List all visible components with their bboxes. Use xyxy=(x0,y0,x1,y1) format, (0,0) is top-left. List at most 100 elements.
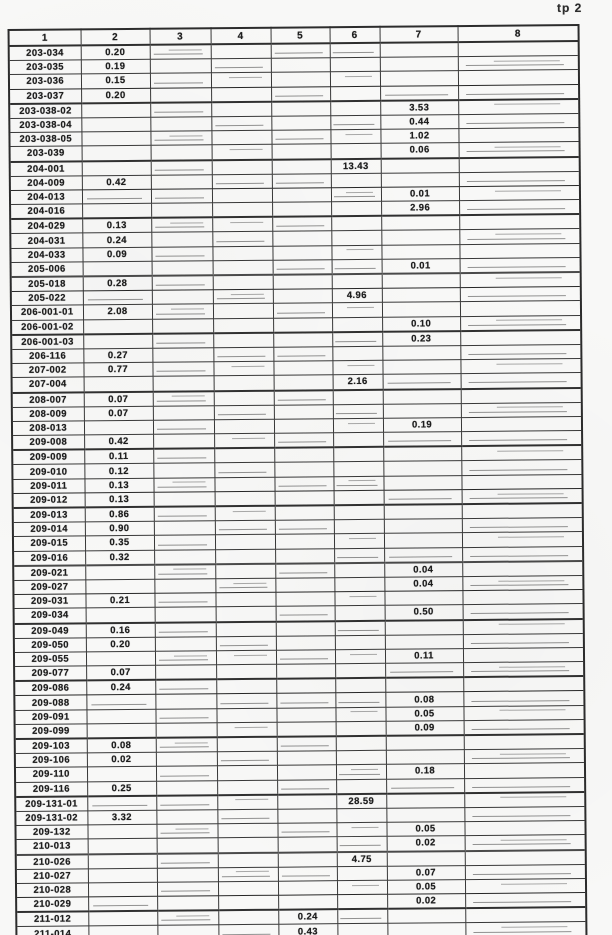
cell xyxy=(334,577,385,592)
cell xyxy=(82,290,152,306)
cell xyxy=(156,867,218,883)
cell: 0.11 xyxy=(384,648,464,664)
cell xyxy=(277,851,337,867)
cell xyxy=(212,216,273,233)
cell xyxy=(217,779,278,795)
cell xyxy=(86,694,156,710)
cell xyxy=(152,376,214,392)
cell: 2.16 xyxy=(332,374,383,390)
cell: 0.06 xyxy=(380,142,459,159)
cell xyxy=(329,57,380,73)
cell xyxy=(212,231,273,247)
cell xyxy=(217,852,278,868)
cell xyxy=(270,72,331,87)
cell xyxy=(213,419,275,434)
cell xyxy=(150,130,212,146)
cell xyxy=(150,159,212,175)
row-code: 204-016 xyxy=(10,203,83,220)
row-code: 209-031 xyxy=(13,594,86,609)
cell xyxy=(463,661,585,678)
cell xyxy=(211,86,272,103)
cell xyxy=(156,881,219,897)
cell xyxy=(81,117,151,133)
row-code: 209-091 xyxy=(14,709,87,725)
cell xyxy=(210,43,271,59)
column-header: 1 xyxy=(8,29,81,47)
cell xyxy=(157,910,219,926)
cell xyxy=(153,448,215,464)
row-code: 210-027 xyxy=(15,868,88,884)
column-header: 5 xyxy=(270,27,330,44)
cell xyxy=(272,274,332,290)
cell xyxy=(211,101,272,117)
cell xyxy=(383,431,462,448)
row-code: 210-026 xyxy=(15,853,88,870)
cell xyxy=(387,923,466,935)
row-code: 210-013 xyxy=(15,839,88,855)
cell: 0.13 xyxy=(82,218,152,234)
row-code: 205-006 xyxy=(10,261,83,278)
cell: 0.13 xyxy=(84,492,154,508)
cell xyxy=(463,719,585,736)
cell xyxy=(150,174,212,190)
cell xyxy=(277,880,338,896)
cell xyxy=(335,721,386,737)
cell xyxy=(211,144,272,160)
cell xyxy=(88,911,158,927)
cell xyxy=(152,318,214,334)
cell xyxy=(216,751,277,767)
cell xyxy=(464,849,586,866)
row-code: 209-099 xyxy=(14,723,87,740)
cell xyxy=(333,533,385,549)
cell xyxy=(271,129,331,145)
cell xyxy=(275,562,335,579)
cell xyxy=(382,345,461,361)
cell xyxy=(212,303,274,319)
cell xyxy=(462,589,584,605)
cell xyxy=(459,286,581,302)
cell xyxy=(156,809,218,825)
row-code: 206-116 xyxy=(11,348,84,364)
cell: 0.02 xyxy=(386,835,465,852)
cell xyxy=(333,447,384,463)
cell xyxy=(460,329,582,346)
cell xyxy=(274,447,334,463)
cell xyxy=(152,390,214,406)
cell xyxy=(150,102,212,118)
cell xyxy=(336,822,387,838)
cell xyxy=(215,563,276,579)
cell xyxy=(331,230,382,246)
row-code: 203-034 xyxy=(8,45,81,61)
cell xyxy=(154,650,217,666)
cell xyxy=(331,273,382,289)
cell xyxy=(272,201,332,217)
cell xyxy=(271,173,331,189)
cell xyxy=(461,430,583,447)
cell xyxy=(331,259,382,275)
cell xyxy=(461,474,583,490)
row-code: 209-034 xyxy=(13,608,86,624)
row-code: 210-028 xyxy=(15,882,89,898)
cell xyxy=(379,70,459,86)
row-code: 209-116 xyxy=(15,781,88,797)
cell xyxy=(458,98,580,115)
cell xyxy=(463,748,585,764)
cell xyxy=(459,300,582,317)
cell xyxy=(332,418,384,433)
cell xyxy=(273,375,333,391)
cell xyxy=(275,577,335,593)
cell: 3.53 xyxy=(380,99,459,116)
cell xyxy=(383,475,462,491)
cell xyxy=(458,185,581,201)
cell xyxy=(273,404,333,420)
row-code: 209-010 xyxy=(12,464,85,480)
cell xyxy=(335,692,386,708)
cell xyxy=(330,143,381,159)
cell xyxy=(458,84,580,100)
cell xyxy=(272,231,332,246)
cell: 0.16 xyxy=(85,622,155,638)
cell xyxy=(274,534,335,549)
cell xyxy=(154,592,216,608)
cell xyxy=(335,735,386,751)
cell xyxy=(151,260,213,276)
